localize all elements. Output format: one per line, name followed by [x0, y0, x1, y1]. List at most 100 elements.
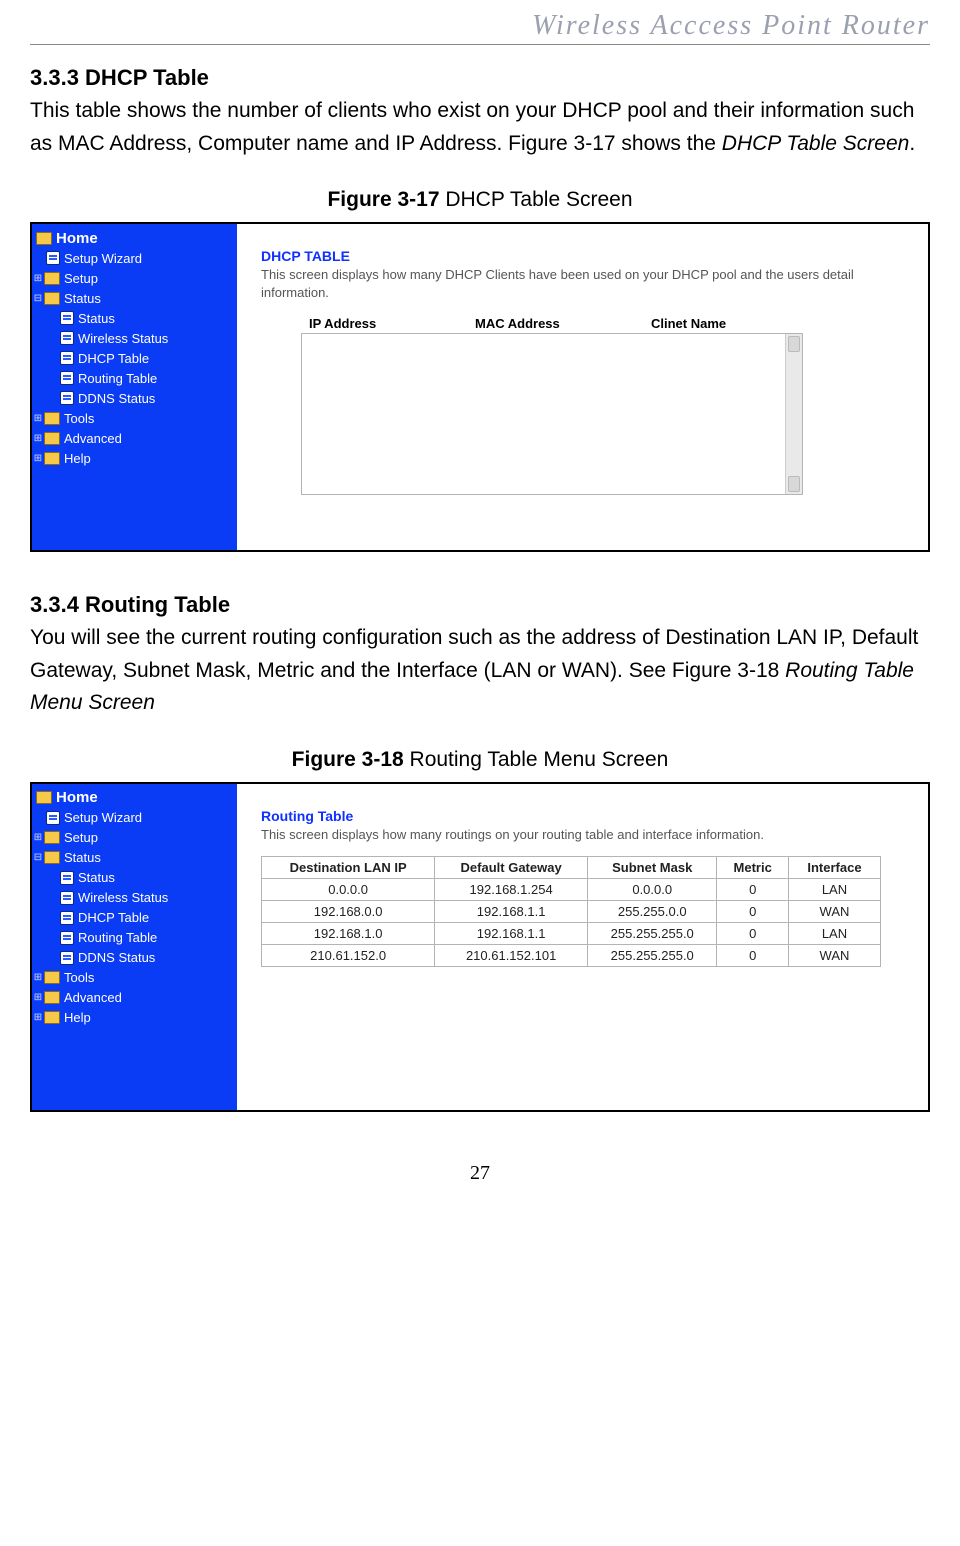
section-334-heading: 3.3.4 Routing Table	[30, 592, 930, 618]
tree-joint-icon: ⊞	[32, 453, 44, 464]
table-cell: 255.255.0.0	[588, 900, 717, 922]
sidebar-tools-label: Tools	[64, 970, 94, 985]
figure-317-rest: DHCP Table Screen	[440, 188, 633, 211]
sidebar-item-setup-wizard[interactable]: Setup Wizard	[32, 808, 237, 828]
sidebar-item-advanced[interactable]: ⊞ Advanced	[32, 988, 237, 1008]
sidebar-item-dhcp-table[interactable]: DHCP Table	[32, 348, 237, 368]
sidebar-item-setup-wizard[interactable]: Setup Wizard	[32, 248, 237, 268]
sidebar-item-ddns-status[interactable]: DDNS Status	[32, 948, 237, 968]
page-number: 27	[30, 1162, 930, 1185]
sidebar-item-tools[interactable]: ⊞ Tools	[32, 408, 237, 428]
running-header: Wireless Acccess Point Router	[30, 10, 930, 45]
sidebar-item-dhcp-table[interactable]: DHCP Table	[32, 908, 237, 928]
page-icon	[60, 351, 74, 365]
sidebar-status-sub-label: Status	[78, 311, 115, 326]
folder-icon	[44, 1011, 60, 1024]
sidebar-item-wireless-status[interactable]: Wireless Status	[32, 328, 237, 348]
sidebar-item-wireless-status[interactable]: Wireless Status	[32, 888, 237, 908]
table-cell: 0.0.0.0	[588, 878, 717, 900]
sidebar-item-routing-table[interactable]: Routing Table	[32, 928, 237, 948]
folder-icon	[44, 432, 60, 445]
sidebar-item-tools[interactable]: ⊞ Tools	[32, 968, 237, 988]
tree-joint-icon: ⊞	[32, 972, 44, 983]
figure-318-bold: Figure 3-18	[292, 748, 404, 771]
tree-joint-icon: ⊞	[32, 433, 44, 444]
tree-joint-icon: ⊞	[32, 273, 44, 284]
sidebar-ddns-status-label: DDNS Status	[78, 950, 155, 965]
sidebar-item-help[interactable]: ⊞ Help	[32, 448, 237, 468]
dhcp-panel: DHCP TABLE This screen displays how many…	[237, 224, 928, 550]
page-icon	[60, 951, 74, 965]
table-cell: 210.61.152.0	[262, 944, 435, 966]
scrollbar[interactable]	[785, 334, 802, 494]
table-cell: 255.255.255.0	[588, 944, 717, 966]
sidebar-tools-label: Tools	[64, 411, 94, 426]
routing-panel-desc: This screen displays how many routings o…	[261, 826, 904, 844]
sidebar-help-label: Help	[64, 1010, 91, 1025]
sidebar-item-home[interactable]: Home	[32, 228, 237, 248]
dhcp-columns: IP Address MAC Address Clinet Name	[301, 314, 904, 333]
dhcp-panel-desc: This screen displays how many DHCP Clien…	[261, 266, 904, 302]
routing-table: Destination LAN IP Default Gateway Subne…	[261, 856, 881, 967]
folder-icon	[44, 851, 60, 864]
tree-joint-icon: ⊟	[32, 852, 44, 863]
rt-col-gw: Default Gateway	[435, 856, 588, 878]
section-333-heading: 3.3.3 DHCP Table	[30, 65, 930, 91]
dhcp-col-mac: MAC Address	[467, 314, 643, 333]
sidebar-item-setup[interactable]: ⊞ Setup	[32, 268, 237, 288]
table-cell: 192.168.1.0	[262, 922, 435, 944]
tree-joint-icon: ⊟	[32, 293, 44, 304]
sidebar-item-setup[interactable]: ⊞ Setup	[32, 828, 237, 848]
tree-joint-icon: ⊞	[32, 992, 44, 1003]
sidebar-item-status[interactable]: ⊟ Status	[32, 288, 237, 308]
sidebar-wireless-status-label: Wireless Status	[78, 331, 168, 346]
folder-icon	[44, 971, 60, 984]
sidebar-item-routing-table[interactable]: Routing Table	[32, 368, 237, 388]
sidebar-home-label: Home	[56, 230, 98, 247]
dhcp-panel-title: DHCP TABLE	[261, 248, 904, 264]
figure-317-bold: Figure 3-17	[327, 188, 439, 211]
sidebar-item-status[interactable]: ⊟ Status	[32, 848, 237, 868]
table-cell: 0.0.0.0	[262, 878, 435, 900]
tree-joint-icon: ⊞	[32, 413, 44, 424]
table-cell: 0	[717, 922, 788, 944]
dhcp-client-list[interactable]	[301, 333, 803, 495]
sidebar-item-home[interactable]: Home	[32, 788, 237, 808]
routing-panel: Routing Table This screen displays how m…	[237, 784, 928, 1110]
table-cell: LAN	[788, 922, 880, 944]
table-cell: 210.61.152.101	[435, 944, 588, 966]
sidebar-status-label: Status	[64, 850, 101, 865]
sidebar-item-ddns-status[interactable]: DDNS Status	[32, 388, 237, 408]
sidebar-advanced-label: Advanced	[64, 990, 122, 1005]
scroll-down-icon[interactable]	[788, 476, 800, 492]
section-333-body: This table shows the number of clients w…	[30, 95, 930, 160]
table-cell: LAN	[788, 878, 880, 900]
page-icon	[60, 891, 74, 905]
page-icon	[60, 311, 74, 325]
sidebar-setup-wizard-label: Setup Wizard	[64, 810, 142, 825]
sidebar-item-advanced[interactable]: ⊞ Advanced	[32, 428, 237, 448]
folder-icon	[44, 272, 60, 285]
table-cell: WAN	[788, 900, 880, 922]
sidebar-item-help[interactable]: ⊞ Help	[32, 1008, 237, 1028]
sidebar-item-status-sub[interactable]: Status	[32, 308, 237, 328]
page-icon	[60, 331, 74, 345]
sidebar-status-sub-label: Status	[78, 870, 115, 885]
rt-col-mask: Subnet Mask	[588, 856, 717, 878]
sidebar-item-status-sub[interactable]: Status	[32, 868, 237, 888]
sidebar-routing-table-label: Routing Table	[78, 930, 157, 945]
routing-panel-title: Routing Table	[261, 808, 904, 824]
page-icon	[46, 251, 60, 265]
scroll-up-icon[interactable]	[788, 336, 800, 352]
page-icon	[46, 811, 60, 825]
nav-sidebar: Home Setup Wizard ⊞ Setup ⊟ Status Statu…	[32, 224, 237, 550]
folder-icon	[44, 292, 60, 305]
figure-317-screenshot: Home Setup Wizard ⊞ Setup ⊟ Status Statu…	[30, 222, 930, 552]
section-334-body: You will see the current routing configu…	[30, 622, 930, 720]
sidebar-setup-label: Setup	[64, 830, 98, 845]
table-row: 210.61.152.0210.61.152.101255.255.255.00…	[262, 944, 881, 966]
section-333-italic: DHCP Table Screen	[722, 132, 910, 155]
dhcp-col-client: Clinet Name	[643, 314, 809, 333]
rt-col-metric: Metric	[717, 856, 788, 878]
page-icon	[60, 931, 74, 945]
